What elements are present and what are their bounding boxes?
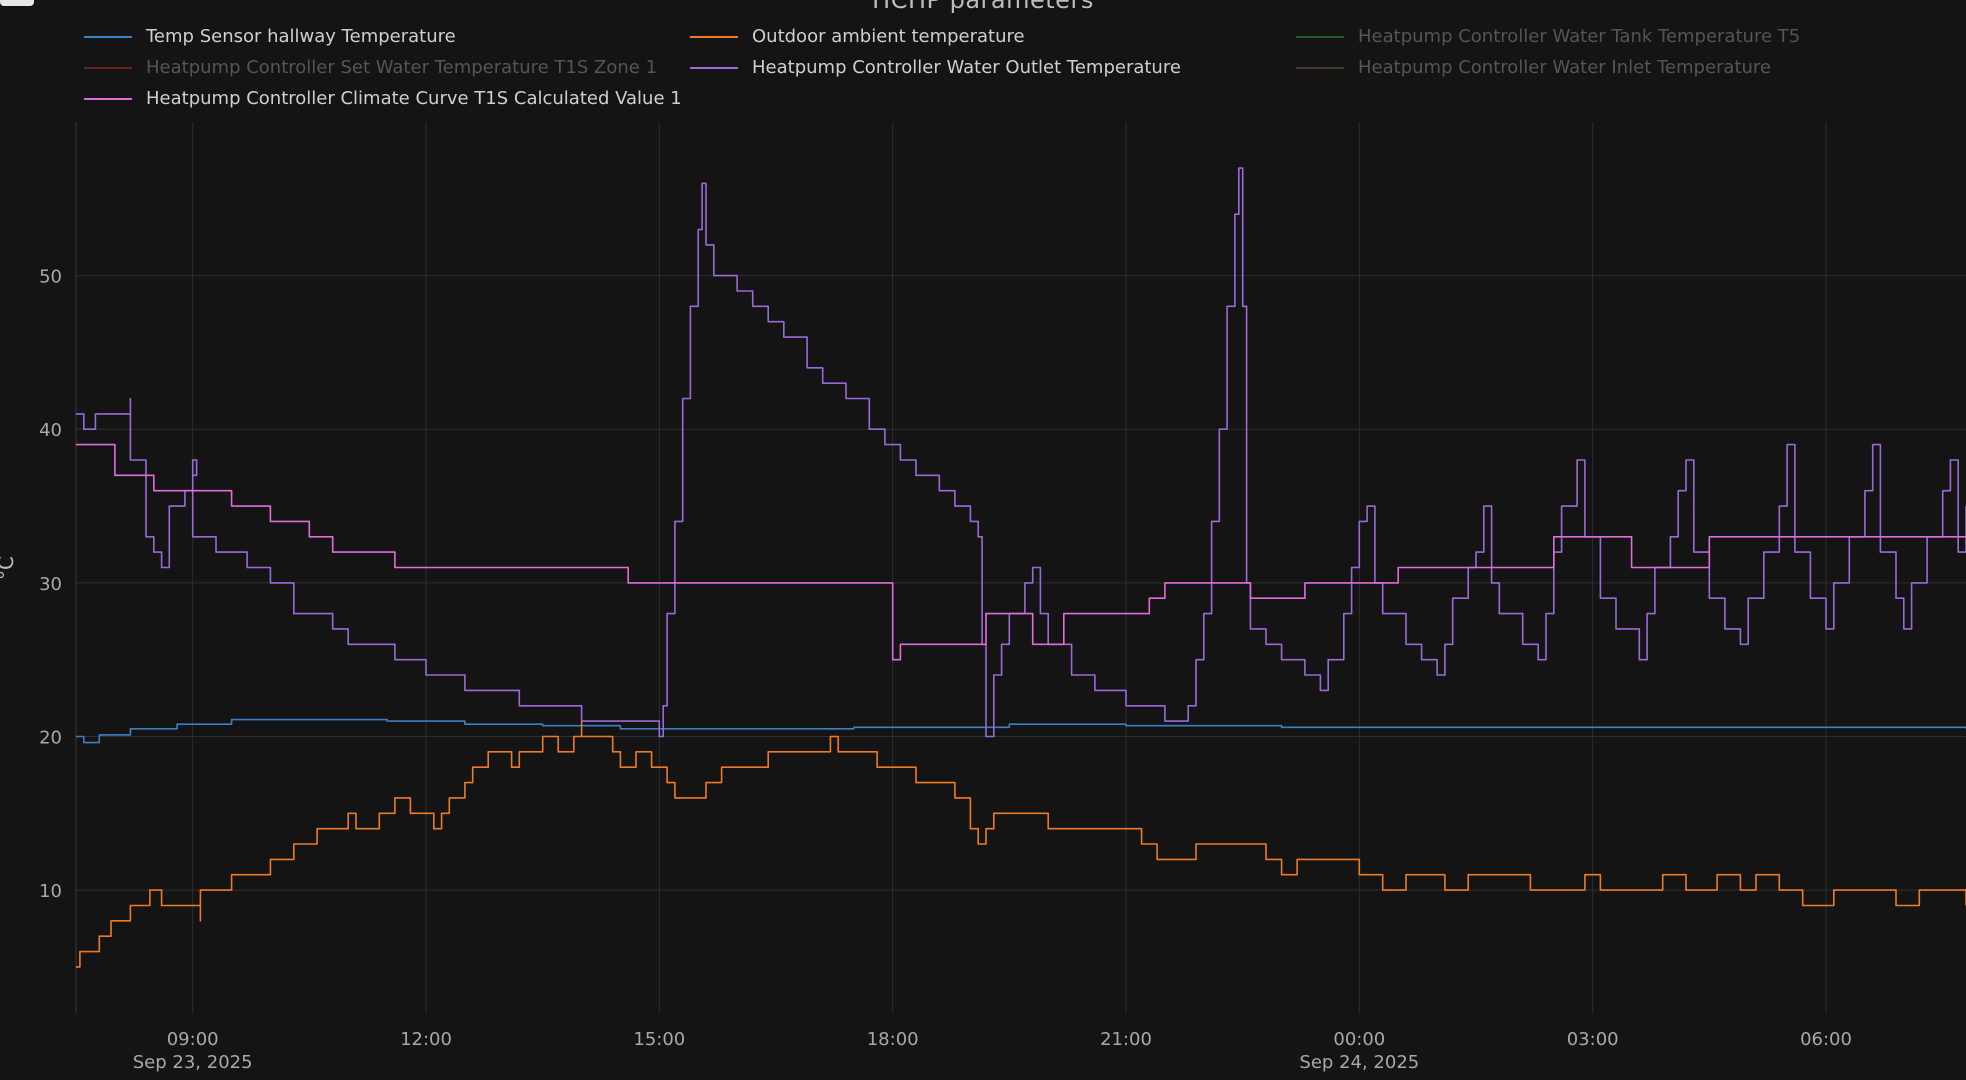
- legend-swatch: [84, 66, 132, 69]
- chart-legend: Temp Sensor hallway Temperature Outdoor a…: [84, 26, 1964, 126]
- menu-button[interactable]: [0, 0, 34, 6]
- y-tick-label: 20: [39, 727, 62, 748]
- legend-item-2[interactable]: Heatpump Controller Water Tank Temperatu…: [1296, 26, 1800, 47]
- x-tick-label: 15:00: [633, 1029, 685, 1050]
- legend-item-3[interactable]: Heatpump Controller Set Water Temperatur…: [84, 57, 657, 78]
- legend-label: Heatpump Controller Water Tank Temperatu…: [1358, 26, 1801, 47]
- x-tick-label: 03:00: [1567, 1029, 1619, 1050]
- legend-item-0[interactable]: Temp Sensor hallway Temperature: [84, 26, 456, 47]
- y-tick-label: 10: [39, 881, 62, 902]
- series-line-1: [76, 720, 1966, 968]
- x-tick-date-label: Sep 24, 2025: [1299, 1052, 1419, 1073]
- legend-swatch: [1296, 35, 1344, 38]
- legend-label: Heatpump Controller Water Outlet Tempera…: [752, 57, 1181, 78]
- legend-swatch: [1296, 66, 1344, 69]
- x-tick-date-label: Sep 23, 2025: [133, 1052, 253, 1073]
- legend-item-6[interactable]: Heatpump Controller Climate Curve T1S Ca…: [84, 88, 682, 109]
- legend-swatch: [690, 35, 738, 38]
- x-tick-label: 21:00: [1100, 1029, 1152, 1050]
- y-tick-label: 30: [39, 574, 62, 595]
- legend-label: Heatpump Controller Set Water Temperatur…: [146, 57, 658, 78]
- legend-item-4[interactable]: Heatpump Controller Water Outlet Tempera…: [690, 57, 1181, 78]
- x-tick-label: 18:00: [867, 1029, 919, 1050]
- y-tick-label: 40: [39, 420, 62, 441]
- legend-label: Heatpump Controller Water Inlet Temperat…: [1358, 57, 1771, 78]
- x-tick-label: 09:00: [167, 1029, 219, 1050]
- legend-label: Outdoor ambient temperature: [752, 26, 1025, 47]
- legend-swatch: [690, 66, 738, 69]
- series-line-0: [76, 718, 1966, 744]
- legend-label: Temp Sensor hallway Temperature: [146, 26, 456, 47]
- legend-label: Heatpump Controller Climate Curve T1S Ca…: [146, 88, 682, 109]
- legend-item-5[interactable]: Heatpump Controller Water Inlet Temperat…: [1296, 57, 1771, 78]
- x-tick-label: 06:00: [1800, 1029, 1852, 1050]
- legend-item-1[interactable]: Outdoor ambient temperature: [690, 26, 1025, 47]
- legend-swatch: [84, 97, 132, 100]
- series-line-6: [76, 443, 1966, 661]
- x-tick-label: 00:00: [1333, 1029, 1385, 1050]
- chart-title: HCHP parameters: [872, 0, 1094, 14]
- legend-swatch: [84, 35, 132, 38]
- series-line-4: [76, 167, 1966, 738]
- x-tick-label: 12:00: [400, 1029, 452, 1050]
- y-tick-label: 50: [39, 267, 62, 288]
